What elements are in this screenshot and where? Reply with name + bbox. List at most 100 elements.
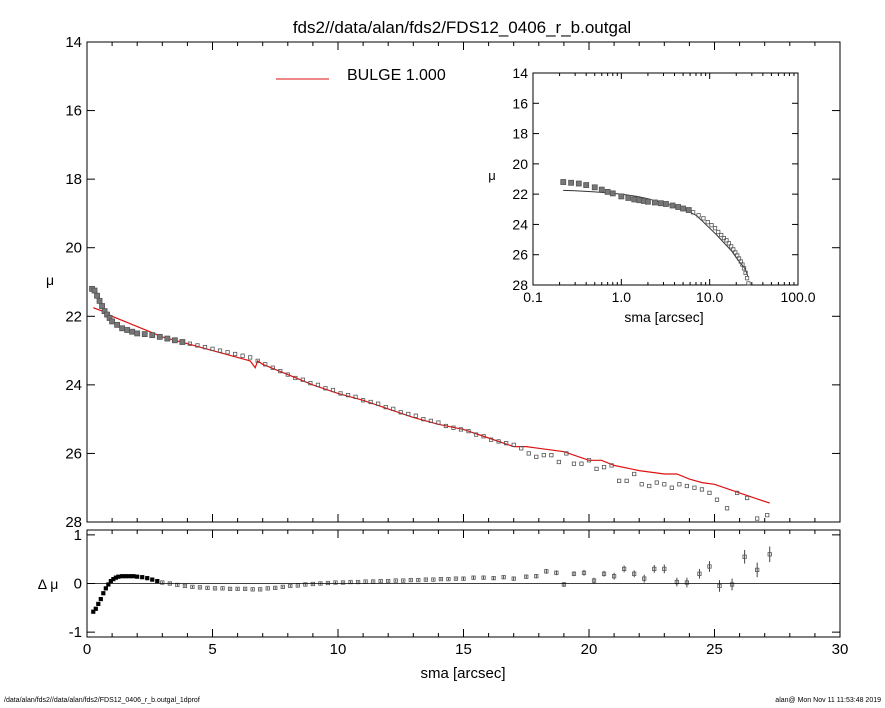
residual-data-point bbox=[182, 583, 187, 589]
inset-ytick-label: 18 bbox=[512, 126, 528, 142]
main-data-point bbox=[707, 490, 712, 495]
main-data-point bbox=[232, 351, 238, 357]
inset-data-point bbox=[675, 204, 682, 210]
residual-data-point bbox=[127, 574, 132, 579]
main-data-point bbox=[765, 513, 770, 518]
residual-data-point bbox=[423, 577, 428, 582]
main-data-point bbox=[526, 451, 531, 456]
inset-data-point bbox=[598, 186, 605, 193]
main-data-point bbox=[164, 335, 171, 342]
main-data-point bbox=[383, 405, 388, 410]
residual-data-point bbox=[524, 574, 529, 579]
residual-data-point bbox=[120, 574, 125, 579]
inset-xlabel: sma [arcsec] bbox=[624, 309, 703, 325]
inset-data-point bbox=[729, 244, 734, 249]
main-data-point bbox=[541, 453, 546, 458]
main-plot-area bbox=[89, 285, 770, 521]
main-data-point bbox=[458, 427, 464, 432]
residual-panel: 0 5 10 15 20 25 30-101 sma [arcsec] Δ μ bbox=[38, 527, 849, 682]
inset-data-point bbox=[657, 200, 664, 207]
inset-data-point bbox=[743, 270, 748, 275]
residual-xtick-label: 30 bbox=[832, 641, 849, 658]
residual-data-point bbox=[135, 574, 140, 579]
main-data-point bbox=[451, 425, 456, 430]
residual-data-point bbox=[511, 576, 516, 581]
main-data-point bbox=[179, 339, 186, 345]
main-data-point bbox=[255, 358, 260, 363]
inset-data-point bbox=[726, 241, 731, 246]
main-data-point bbox=[443, 423, 449, 429]
residual-data-point bbox=[697, 571, 702, 576]
residual-data-point bbox=[491, 576, 496, 581]
main-data-point bbox=[368, 399, 373, 405]
residual-data-point bbox=[288, 583, 293, 589]
inset-data-point bbox=[746, 281, 751, 286]
inset-plot-area bbox=[560, 179, 751, 286]
residual-data-point bbox=[632, 571, 637, 576]
residual-data-point bbox=[408, 577, 413, 583]
inset-ytick-label: 26 bbox=[512, 247, 528, 263]
main-data-point bbox=[360, 398, 366, 403]
residual-data-point bbox=[235, 586, 240, 591]
main-ytick-label: 24 bbox=[65, 377, 82, 394]
inset-data-point bbox=[721, 235, 727, 241]
inset-frame bbox=[532, 72, 799, 286]
main-data-point bbox=[724, 506, 730, 511]
residual-data-point bbox=[101, 591, 106, 596]
residual-data-point bbox=[265, 586, 270, 591]
inset-ytick-label: 14 bbox=[512, 65, 528, 81]
inset-ytick-label: 22 bbox=[512, 186, 528, 202]
residual-data-point bbox=[431, 577, 436, 582]
inset-xtick-label: 1.0 bbox=[612, 289, 632, 305]
inset-data-point bbox=[645, 198, 651, 205]
inset-data-point bbox=[625, 195, 632, 201]
main-data-point bbox=[338, 391, 343, 396]
legend-label-bulge: BULGE 1.000 bbox=[347, 67, 446, 84]
residual-data-point bbox=[96, 601, 101, 607]
residual-data-point bbox=[91, 609, 96, 614]
main-data-point bbox=[91, 287, 98, 294]
main-data-point bbox=[564, 451, 569, 456]
inset-data-point bbox=[669, 202, 676, 209]
main-data-point bbox=[345, 393, 351, 398]
residual-data-point bbox=[481, 575, 486, 580]
main-data-point bbox=[406, 411, 411, 417]
inset-xtick-label: 0.1 bbox=[523, 289, 543, 305]
main-data-point bbox=[391, 406, 396, 411]
main-data-point bbox=[496, 439, 501, 444]
main-data-point bbox=[94, 292, 100, 299]
residual-data-point bbox=[280, 584, 285, 590]
main-data-point bbox=[519, 446, 524, 451]
residual-data-point bbox=[220, 586, 225, 591]
residual-data-point bbox=[386, 578, 391, 584]
residual-xtick-label: 25 bbox=[706, 641, 723, 658]
residual-xtick-label: 10 bbox=[330, 641, 347, 658]
main-data-point bbox=[248, 355, 253, 360]
residual-data-point bbox=[393, 578, 398, 583]
main-data-point bbox=[300, 377, 305, 382]
main-data-point bbox=[755, 516, 760, 521]
residual-data-point bbox=[103, 586, 108, 591]
residual-data-point bbox=[212, 586, 218, 591]
residual-data-point bbox=[378, 578, 383, 584]
residual-data-point bbox=[303, 582, 308, 587]
residual-xlabel: sma [arcsec] bbox=[420, 665, 505, 682]
residual-data-point bbox=[717, 583, 722, 589]
inset-data-point bbox=[568, 179, 575, 186]
inset-data-point bbox=[583, 182, 590, 188]
main-data-point bbox=[134, 330, 141, 337]
main-data-point bbox=[285, 372, 290, 377]
main-data-point bbox=[504, 441, 509, 446]
main-data-point bbox=[308, 381, 313, 386]
main-data-point bbox=[156, 333, 163, 340]
main-data-point bbox=[745, 495, 750, 501]
residual-data-point bbox=[471, 575, 476, 580]
residual-data-point bbox=[652, 566, 657, 572]
inset-data-point bbox=[680, 205, 686, 212]
residual-data-point bbox=[250, 587, 255, 592]
main-data-point bbox=[96, 297, 103, 304]
main-model-line bbox=[93, 307, 770, 504]
main-data-point bbox=[586, 458, 592, 463]
residual-data-point bbox=[461, 576, 466, 581]
